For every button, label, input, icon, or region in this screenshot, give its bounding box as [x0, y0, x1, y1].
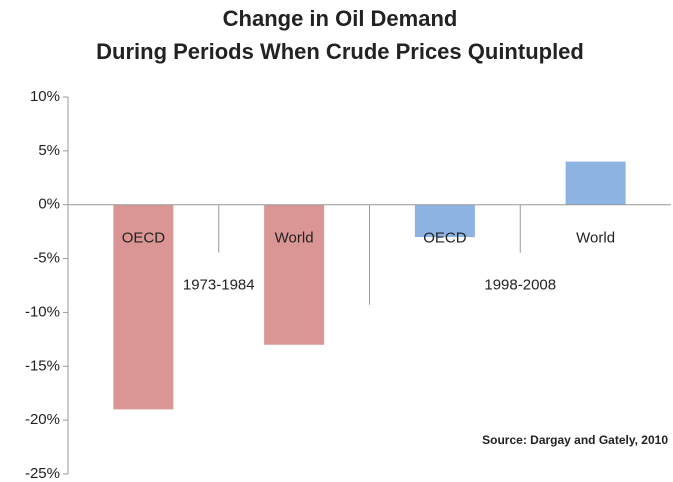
y-tick-label: 10% — [30, 88, 60, 105]
annotation: Source: Dargay and Gately, 2010 — [482, 433, 668, 447]
bar — [414, 204, 475, 238]
chart-title: During Periods When Crude Prices Quintup… — [96, 39, 584, 64]
bar — [264, 204, 325, 345]
y-tick-label: -25% — [25, 465, 60, 482]
y-tick-label: 5% — [38, 142, 60, 159]
group-label: 1973-1984 — [183, 277, 255, 294]
bar — [565, 161, 626, 205]
x-tick-label: OECD — [423, 230, 467, 247]
chart-title: Change in Oil Demand — [223, 6, 458, 31]
x-tick-label: World — [275, 230, 314, 247]
y-tick-label: -15% — [25, 357, 60, 374]
group-label: 1998-2008 — [484, 277, 556, 294]
bar — [113, 204, 174, 410]
y-tick-label: -5% — [33, 250, 60, 267]
y-tick-label: -10% — [25, 303, 60, 320]
y-tick-label: -20% — [25, 411, 60, 428]
y-tick-label: 0% — [38, 196, 60, 213]
x-tick-label: OECD — [122, 230, 166, 247]
x-tick-label: World — [576, 230, 615, 247]
